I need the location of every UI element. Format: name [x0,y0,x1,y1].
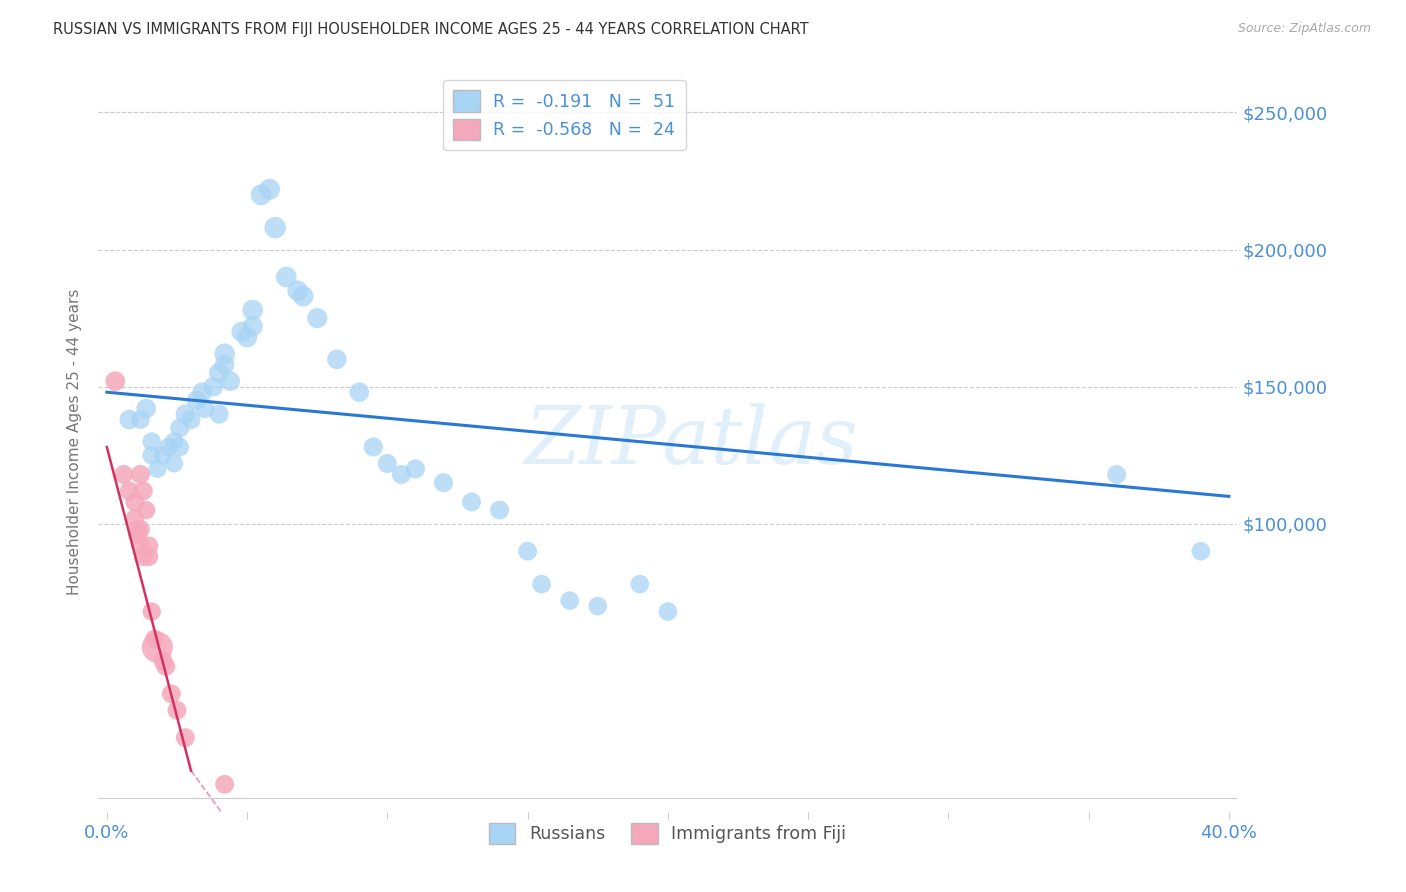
Point [132,483,155,498]
Point [432,475,454,490]
Point [169,440,191,454]
Point [169,421,191,435]
Point [231,325,253,339]
Point [163,434,186,449]
Point [259,182,281,196]
Point [135,503,157,517]
Point [1105,467,1128,482]
Point [124,495,146,509]
Point [516,544,538,558]
Point [214,347,236,361]
Point [488,503,510,517]
Point [138,539,160,553]
Point [214,777,236,791]
Point [132,549,155,564]
Point [250,187,273,202]
Point [112,467,135,482]
Point [287,284,309,298]
Point [326,352,349,367]
Point [657,605,679,619]
Point [180,412,202,426]
Point [307,311,329,326]
Point [242,319,264,334]
Point [127,528,149,542]
Point [276,270,298,285]
Point [174,731,197,745]
Text: Source: ZipAtlas.com: Source: ZipAtlas.com [1237,22,1371,36]
Point [143,632,166,646]
Point [460,495,482,509]
Point [127,522,149,536]
Point [104,374,127,388]
Point [129,522,152,536]
Point [138,549,160,564]
Point [208,407,231,421]
Point [349,385,371,400]
Legend: Russians, Immigrants from Fiji: Russians, Immigrants from Fiji [482,816,853,851]
Point [155,659,177,673]
Point [152,448,174,462]
Point [141,605,163,619]
Point [191,385,214,400]
Point [586,599,609,613]
Point [530,577,553,591]
Point [135,401,157,416]
Point [186,393,208,408]
Point [157,440,180,454]
Point [141,448,163,462]
Text: RUSSIAN VS IMMIGRANTS FROM FIJI HOUSEHOLDER INCOME AGES 25 - 44 YEARS CORRELATIO: RUSSIAN VS IMMIGRANTS FROM FIJI HOUSEHOL… [53,22,808,37]
Point [202,380,225,394]
Point [129,467,152,482]
Point [628,577,651,591]
Point [242,302,264,317]
Point [166,703,188,717]
Point [124,511,146,525]
Point [375,457,398,471]
Point [219,374,242,388]
Point [146,640,169,655]
Point [160,687,183,701]
Point [152,654,174,668]
Point [214,358,236,372]
Y-axis label: Householder Income Ages 25 - 44 years: Householder Income Ages 25 - 44 years [67,288,83,595]
Text: ZIPatlas: ZIPatlas [524,403,858,480]
Point [141,434,163,449]
Point [1189,544,1212,558]
Point [163,457,186,471]
Point [363,440,385,454]
Point [558,593,581,607]
Point [264,220,287,235]
Point [174,407,197,421]
Point [236,330,259,344]
Point [208,366,231,380]
Point [129,412,152,426]
Point [129,539,152,553]
Point [118,483,141,498]
Point [194,401,217,416]
Point [118,412,141,426]
Point [404,462,426,476]
Point [389,467,412,482]
Point [292,289,315,303]
Point [146,462,169,476]
